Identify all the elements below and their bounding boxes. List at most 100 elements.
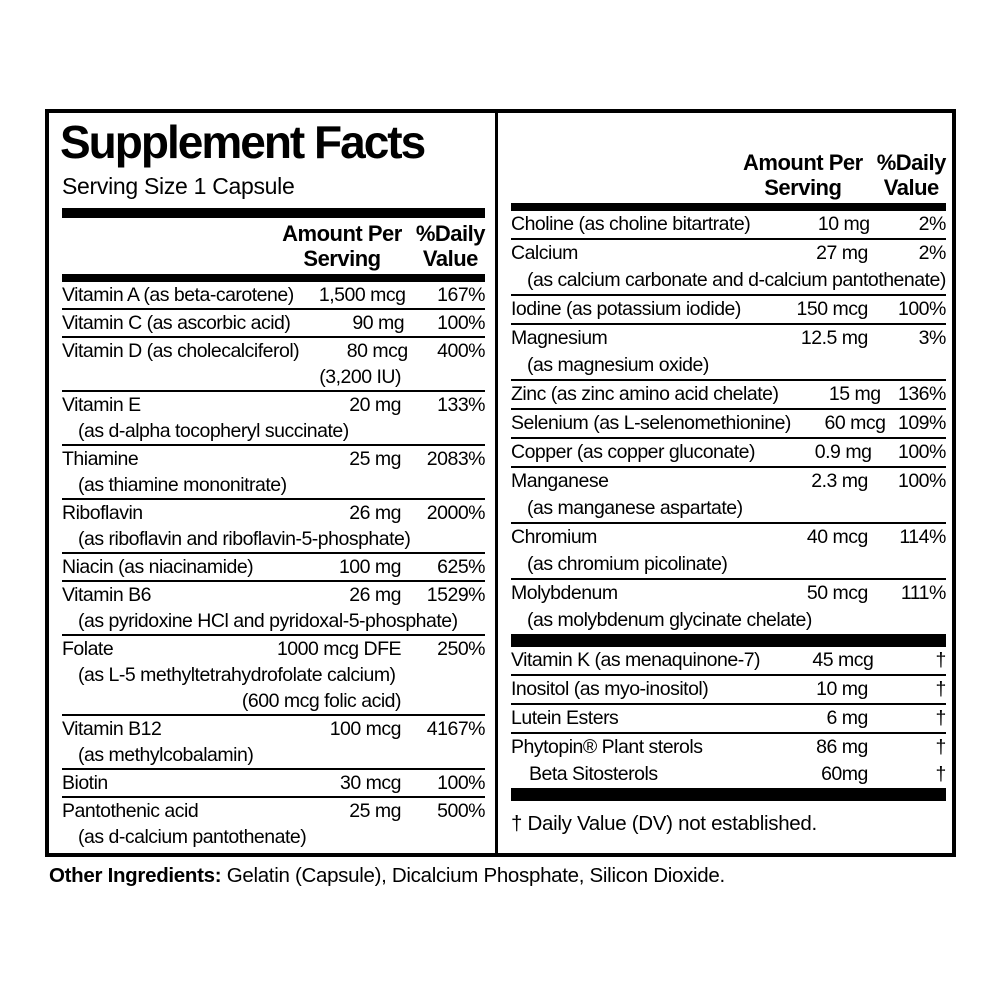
nutrient-name: Vitamin D (as cholecalciferol) (62, 340, 300, 362)
nutrient-daily-value: 2% (918, 213, 947, 235)
nutrient-row-main: Vitamin E 20 mg 133% (62, 392, 486, 418)
divider-bar-header (62, 274, 485, 282)
amount-header-line2: Serving (303, 245, 381, 271)
divider-bar-mid (511, 634, 946, 647)
nutrient-daily-value: † (935, 736, 946, 758)
nutrient-row-main: Selenium (as L-selenomethionine) 60 mcg 10… (511, 410, 946, 437)
nutrient-amount: 15 mg (828, 383, 881, 405)
nutrient-amount: 12.5 mg (800, 327, 868, 349)
nutrient-row: Folate 1000 mcg DFE 250% (as L-5 methyltetr… (62, 634, 486, 714)
nutrient-name: Chromium (511, 526, 597, 548)
column-headers-right: Amount Per Serving %Daily Value (511, 150, 946, 200)
nutrient-name: Magnesium (511, 327, 608, 349)
nutrient-daily-value: 100% (437, 312, 485, 334)
nutrient-row-main: Thiamine 25 mg 2083% (62, 446, 486, 472)
nutrient-source-line: (as thiamine mononitrate) (78, 474, 287, 496)
nutrient-row: Vitamin B6 26 mg 1529% (as pyridoxine HCl a… (62, 580, 486, 634)
nutrient-daily-value: 400% (437, 340, 485, 362)
nutrient-row: Choline (as choline bitartrate) 10 mg 2% (511, 211, 946, 238)
nutrient-row-main: Beta Sitosterols 60mg † (511, 761, 946, 788)
nutrient-amount: 86 mg (816, 736, 868, 758)
nutrient-row-main: Biotin 30 mcg 100% (62, 770, 486, 796)
nutrient-row: Selenium (as L-selenomethionine) 60 mcg 10… (511, 408, 946, 437)
nutrient-row-main: Chromium 40 mcg 114% (511, 524, 946, 551)
nutrient-amount: 80 mcg (346, 340, 408, 362)
nutrient-daily-value: 2083% (426, 448, 486, 470)
nutrient-source-line: (as methylcobalamin) (78, 744, 254, 766)
nutrient-name: Copper (as copper gluconate) (511, 441, 756, 463)
other-ingredients-label: Other Ingredients: (49, 864, 222, 887)
left-column: Supplement Facts Serving Size 1 Capsule … (49, 113, 498, 853)
nutrient-row: Inositol (as myo-inositol) 10 mg † (511, 674, 946, 703)
nutrient-daily-value: 100% (897, 470, 946, 492)
nutrient-amount: 100 mcg (329, 718, 402, 740)
nutrient-row: Vitamin E 20 mg 133% (as d-alpha tocopheryl… (62, 390, 486, 444)
daily-header-line2: Value (422, 245, 478, 271)
nutrient-row-main: Iodine (as potassium iodide) 150 mcg 100% (511, 296, 946, 323)
nutrient-name: Zinc (as zinc amino acid chelate) (511, 383, 779, 405)
nutrient-row: Copper (as copper gluconate) 0.9 mg 100% (511, 437, 946, 466)
nutrient-row: Riboflavin 26 mg 2000% (as riboflavin and r… (62, 498, 486, 552)
nutrient-row: Niacin (as niacinamide) 100 mg 625% (62, 552, 486, 580)
nutrient-row-main: Molybdenum 50 mcg 111% (511, 580, 946, 607)
divider-bar-thick (62, 208, 485, 218)
divider-bar-bottom (511, 788, 946, 801)
nutrient-amount: 25 mg (349, 800, 401, 822)
nutrient-row-main: Phytopin® Plant sterols 86 mg † (511, 734, 946, 761)
column-headers-left: Amount Per Serving %Daily Value (62, 221, 486, 271)
nutrient-source-line: (as L-5 methyltetrahydrofolate calcium) (78, 664, 396, 686)
nutrient-name: Inositol (as myo-inositol) (511, 678, 709, 700)
nutrient-amount: 1000 mcg DFE (276, 638, 402, 660)
nutrient-amount: 40 mcg (806, 526, 868, 548)
nutrient-name: Calcium (511, 242, 578, 264)
nutrient-amount: 1,500 mcg (318, 284, 406, 306)
nutrient-name: Choline (as choline bitartrate) (511, 213, 751, 235)
nutrient-amount: 10 mg (817, 213, 870, 235)
nutrient-row-main: Pantothenic acid 25 mg 500% (62, 798, 486, 824)
other-ingredients: Other Ingredients: Gelatin (Capsule), Di… (49, 864, 725, 888)
daily-value-header: %Daily Value (416, 221, 486, 271)
nutrient-row-main: Calcium 27 mg 2% (511, 240, 946, 267)
nutrient-name: Vitamin A (as beta-carotene) (62, 284, 294, 306)
nutrient-row-main: Vitamin B6 26 mg 1529% (62, 582, 486, 608)
nutrient-row: Manganese 2.3 mg 100% (as manganese asparta… (511, 466, 946, 522)
nutrient-source-line: (as magnesium oxide) (527, 354, 709, 376)
nutrient-name: Lutein Esters (511, 707, 619, 729)
right-nutrient-table-other: Vitamin K (as menaquinone-7) 45 mcg † Inosi… (511, 647, 946, 788)
amount-header-line1: Amount Per (282, 221, 402, 246)
nutrient-source-line: (as pyridoxine HCl and pyridoxal-5-phosp… (78, 610, 458, 632)
nutrient-name: Vitamin B12 (62, 718, 162, 740)
nutrient-amount: 50 mcg (806, 582, 868, 604)
left-nutrient-table: Vitamin A (as beta-carotene) 1,500 mcg 167… (62, 282, 486, 850)
spacer (401, 364, 485, 390)
nutrient-row-main: Lutein Esters 6 mg † (511, 705, 946, 732)
nutrient-amount-note: (600 mcg folic acid) (241, 690, 402, 712)
nutrient-daily-value: 250% (437, 638, 485, 660)
nutrient-row: Molybdenum 50 mcg 111% (as molybdenum glyci… (511, 578, 946, 634)
nutrient-source-line: (as manganese aspartate) (527, 497, 743, 519)
nutrient-row-main: Folate 1000 mcg DFE 250% (62, 636, 486, 662)
spacer (401, 688, 485, 714)
nutrient-row: Vitamin K (as menaquinone-7) 45 mcg † (511, 647, 946, 674)
nutrient-amount: 20 mg (349, 394, 401, 416)
nutrient-row: Chromium 40 mcg 114% (as chromium picolinat… (511, 522, 946, 578)
nutrient-amount: 27 mg (816, 242, 868, 264)
nutrient-amount-note-line: (3,200 IU) (62, 364, 485, 390)
nutrient-row: Vitamin A (as beta-carotene) 1,500 mcg 167… (62, 282, 485, 308)
amount-per-serving-header: Amount Per Serving (743, 150, 863, 200)
nutrient-name: Phytopin® Plant sterols (511, 736, 703, 758)
nutrient-amount: 26 mg (349, 584, 401, 606)
nutrient-row-main: Magnesium 12.5 mg 3% (511, 325, 946, 352)
nutrient-amount: 6 mg (826, 707, 868, 729)
nutrient-row-main: Vitamin K (as menaquinone-7) 45 mcg † (511, 647, 946, 674)
nutrient-name: Pantothenic acid (62, 800, 199, 822)
nutrient-daily-value: 4167% (426, 718, 486, 740)
nutrient-row-main: Vitamin A (as beta-carotene) 1,500 mcg 167… (62, 282, 485, 308)
nutrient-row: Iodine (as potassium iodide) 150 mcg 100% (511, 294, 946, 323)
serving-size: Serving Size 1 Capsule (62, 173, 295, 199)
other-ingredients-text: Gelatin (Capsule), Dicalcium Phosphate, … (221, 864, 726, 887)
spacer (62, 688, 242, 714)
nutrient-daily-value: 625% (437, 556, 485, 578)
nutrient-row: Zinc (as zinc amino acid chelate) 15 mg 13… (511, 379, 946, 408)
nutrient-row: Calcium 27 mg 2% (as calcium carbonate and … (511, 238, 946, 294)
